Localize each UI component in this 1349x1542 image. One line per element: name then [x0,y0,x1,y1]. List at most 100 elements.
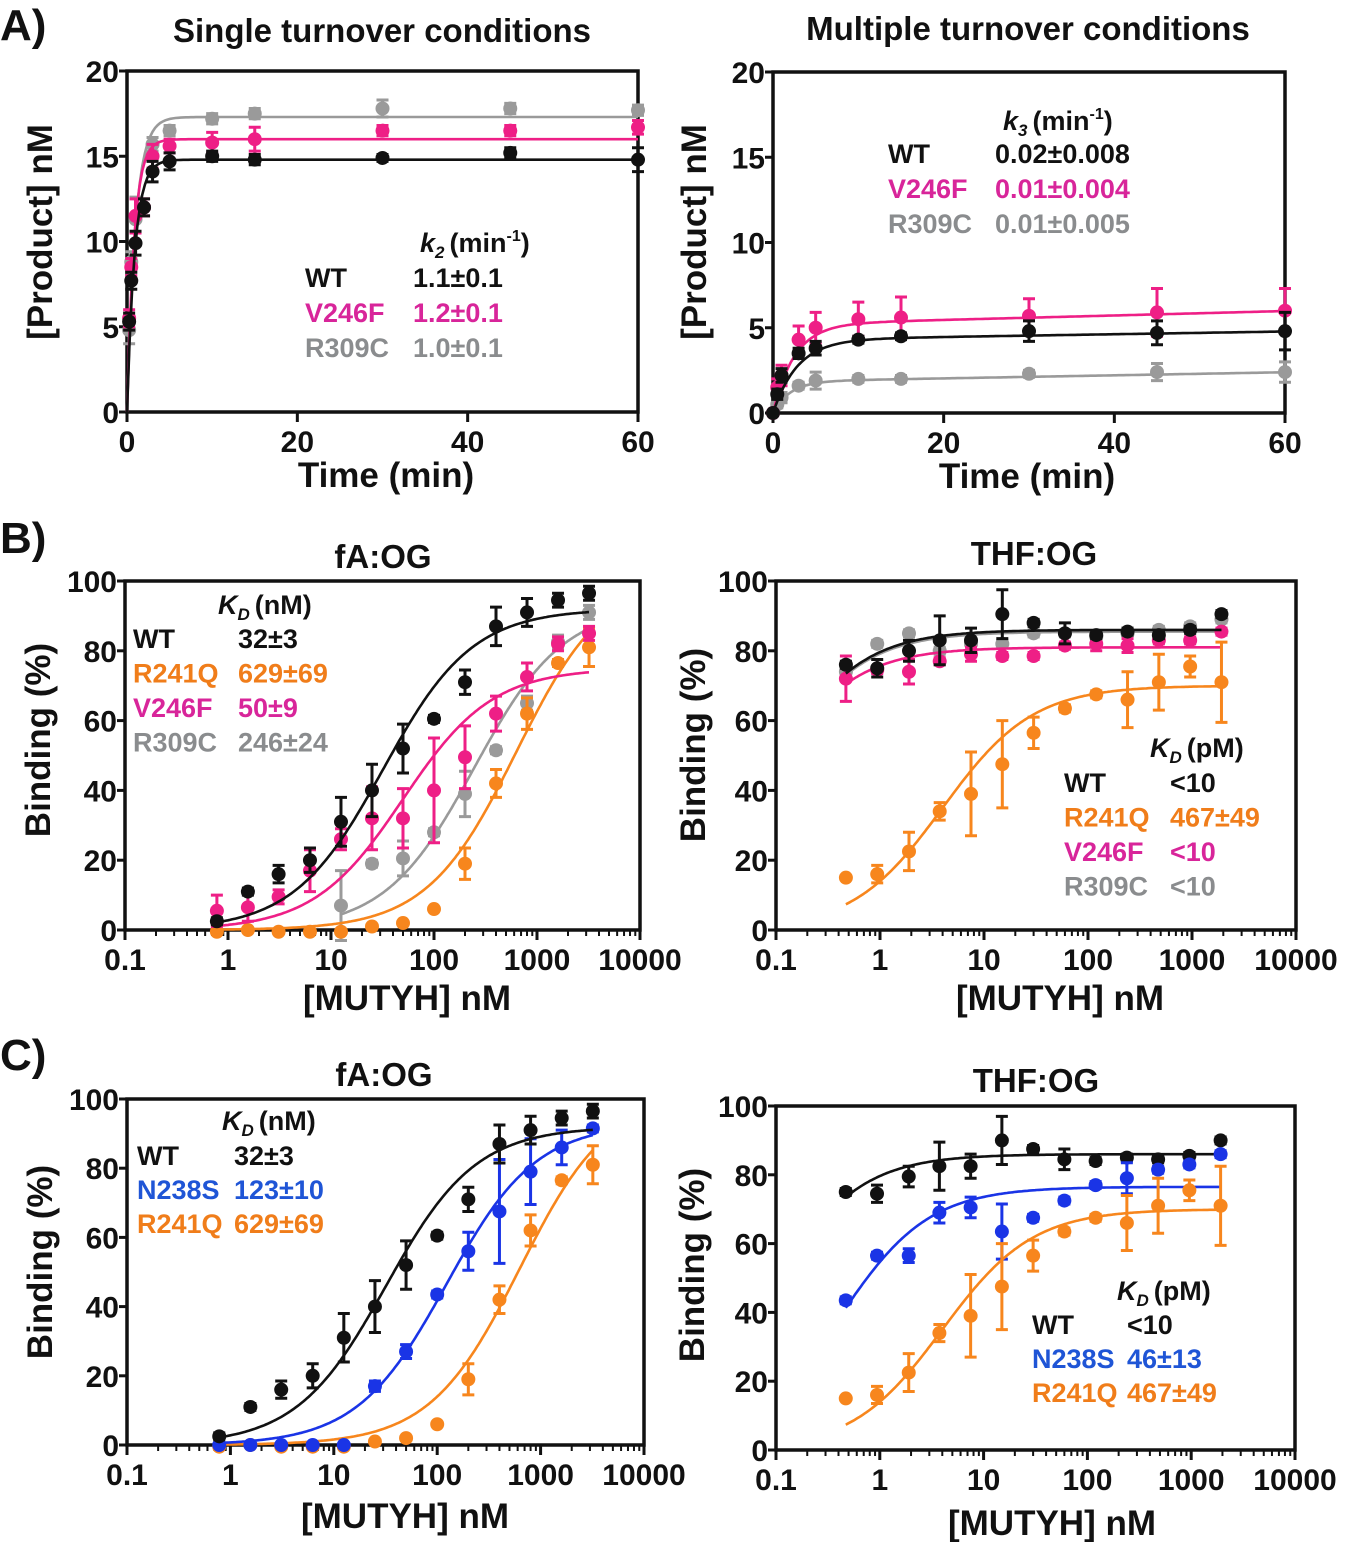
data-point [302,924,317,939]
legend-label: WT [137,1141,179,1171]
data-point [1278,365,1292,380]
data-point [489,776,504,791]
data-point [838,671,853,686]
data-point [247,152,262,167]
y-tick-label: 10 [86,227,119,260]
legend-superscript: -1 [1090,106,1104,123]
data-point [243,1438,258,1452]
plot-frame [771,70,1287,415]
data-point [1150,305,1164,320]
chart-B-fAOG: fA:OG [MUTYH] nM Binding (%) 0 20 40 60 80 100 0.… [19,538,682,1018]
data-point [333,814,348,829]
y-tick-label: 100 [69,1084,119,1117]
x-tick-label: 10 [314,944,347,977]
data-point [243,1399,258,1414]
data-point [492,1292,507,1307]
legend-header: k3 (min-1) [1003,106,1113,140]
legend-label: R241Q [1064,803,1150,833]
y-tick-label: 40 [735,1297,768,1330]
y-axis-label: Binding (%) [674,648,713,842]
legend-label: WT [1064,768,1106,798]
legend-symbol: K [218,590,240,620]
x-tick-label: 0 [119,426,136,459]
legend-label: V246F [133,693,213,723]
data-point [1183,633,1198,648]
data-point [124,273,139,288]
y-tick-label: 100 [718,566,768,599]
x-tick-label: 10000 [602,1459,685,1492]
data-point [461,1244,476,1259]
legend-subscript: 2 [434,243,445,262]
data-point [1214,675,1229,690]
data-point [894,310,908,325]
legend-value: <10 [1170,768,1216,798]
data-point [1088,1210,1103,1225]
y-axis-label: Binding (%) [21,1165,60,1359]
data-point [1089,687,1104,702]
legend-subscript: D [1170,748,1182,767]
data-point [838,657,853,672]
data-point [932,1205,947,1220]
data-point [838,1185,853,1199]
series-WT [122,145,645,413]
legend-label: WT [888,139,930,169]
data-point [963,1159,978,1174]
data-point [364,811,379,826]
y-tick-label: 80 [735,636,768,669]
data-point [364,856,379,871]
data-point [995,649,1010,664]
data-point [1119,1150,1134,1165]
chart-A-single: Single turnover conditions Time (min) [Pro… [21,12,655,495]
legend-header: KD (nM) [222,1106,316,1140]
fit-curve [125,158,638,413]
chart-title: fA:OG [335,1056,432,1093]
x-tick-label: 0.1 [106,1459,148,1492]
data-point [1022,308,1036,323]
y-tick-label: 0 [751,915,768,948]
data-point [1022,366,1036,381]
data-point [458,856,473,871]
data-point [247,132,262,147]
legend-label: R309C [1064,872,1148,902]
data-point [582,626,597,641]
data-point [870,661,885,676]
x-tick-label: 1 [220,944,237,977]
data-point [1151,1152,1166,1167]
data-point [1151,1198,1166,1213]
data-point [461,1372,476,1387]
data-point [870,1248,885,1263]
y-tick-label: 80 [84,636,117,669]
data-point [932,633,947,648]
data-point [838,1293,853,1308]
data-point [551,636,566,651]
data-point [240,884,255,899]
panel-label-b: B) [0,514,46,563]
data-point [1026,649,1041,664]
data-point [838,1391,853,1406]
data-point [240,900,255,915]
data-point [489,619,504,634]
data-point [162,154,177,169]
data-point [333,898,348,913]
data-point [1183,659,1198,674]
x-tick-label: 60 [621,426,654,459]
data-point [367,1379,382,1394]
x-tick-label: 40 [1098,427,1131,460]
legend-value: 467±49 [1170,803,1260,833]
x-tick-label: 100 [1062,1464,1112,1497]
legend-close: ) [1104,106,1113,136]
data-point [901,643,916,658]
data-point [503,123,518,138]
data-point [631,120,645,135]
data-point [333,924,348,939]
legend-label: R241Q [1032,1378,1118,1408]
data-point [336,1330,351,1345]
data-point [901,664,916,679]
data-point [995,607,1010,622]
y-tick-label: 5 [748,313,765,346]
y-tick-label: 0 [748,398,765,431]
legend-unit: (nM) [255,590,312,620]
data-point [122,314,137,329]
data-point [1214,607,1229,622]
